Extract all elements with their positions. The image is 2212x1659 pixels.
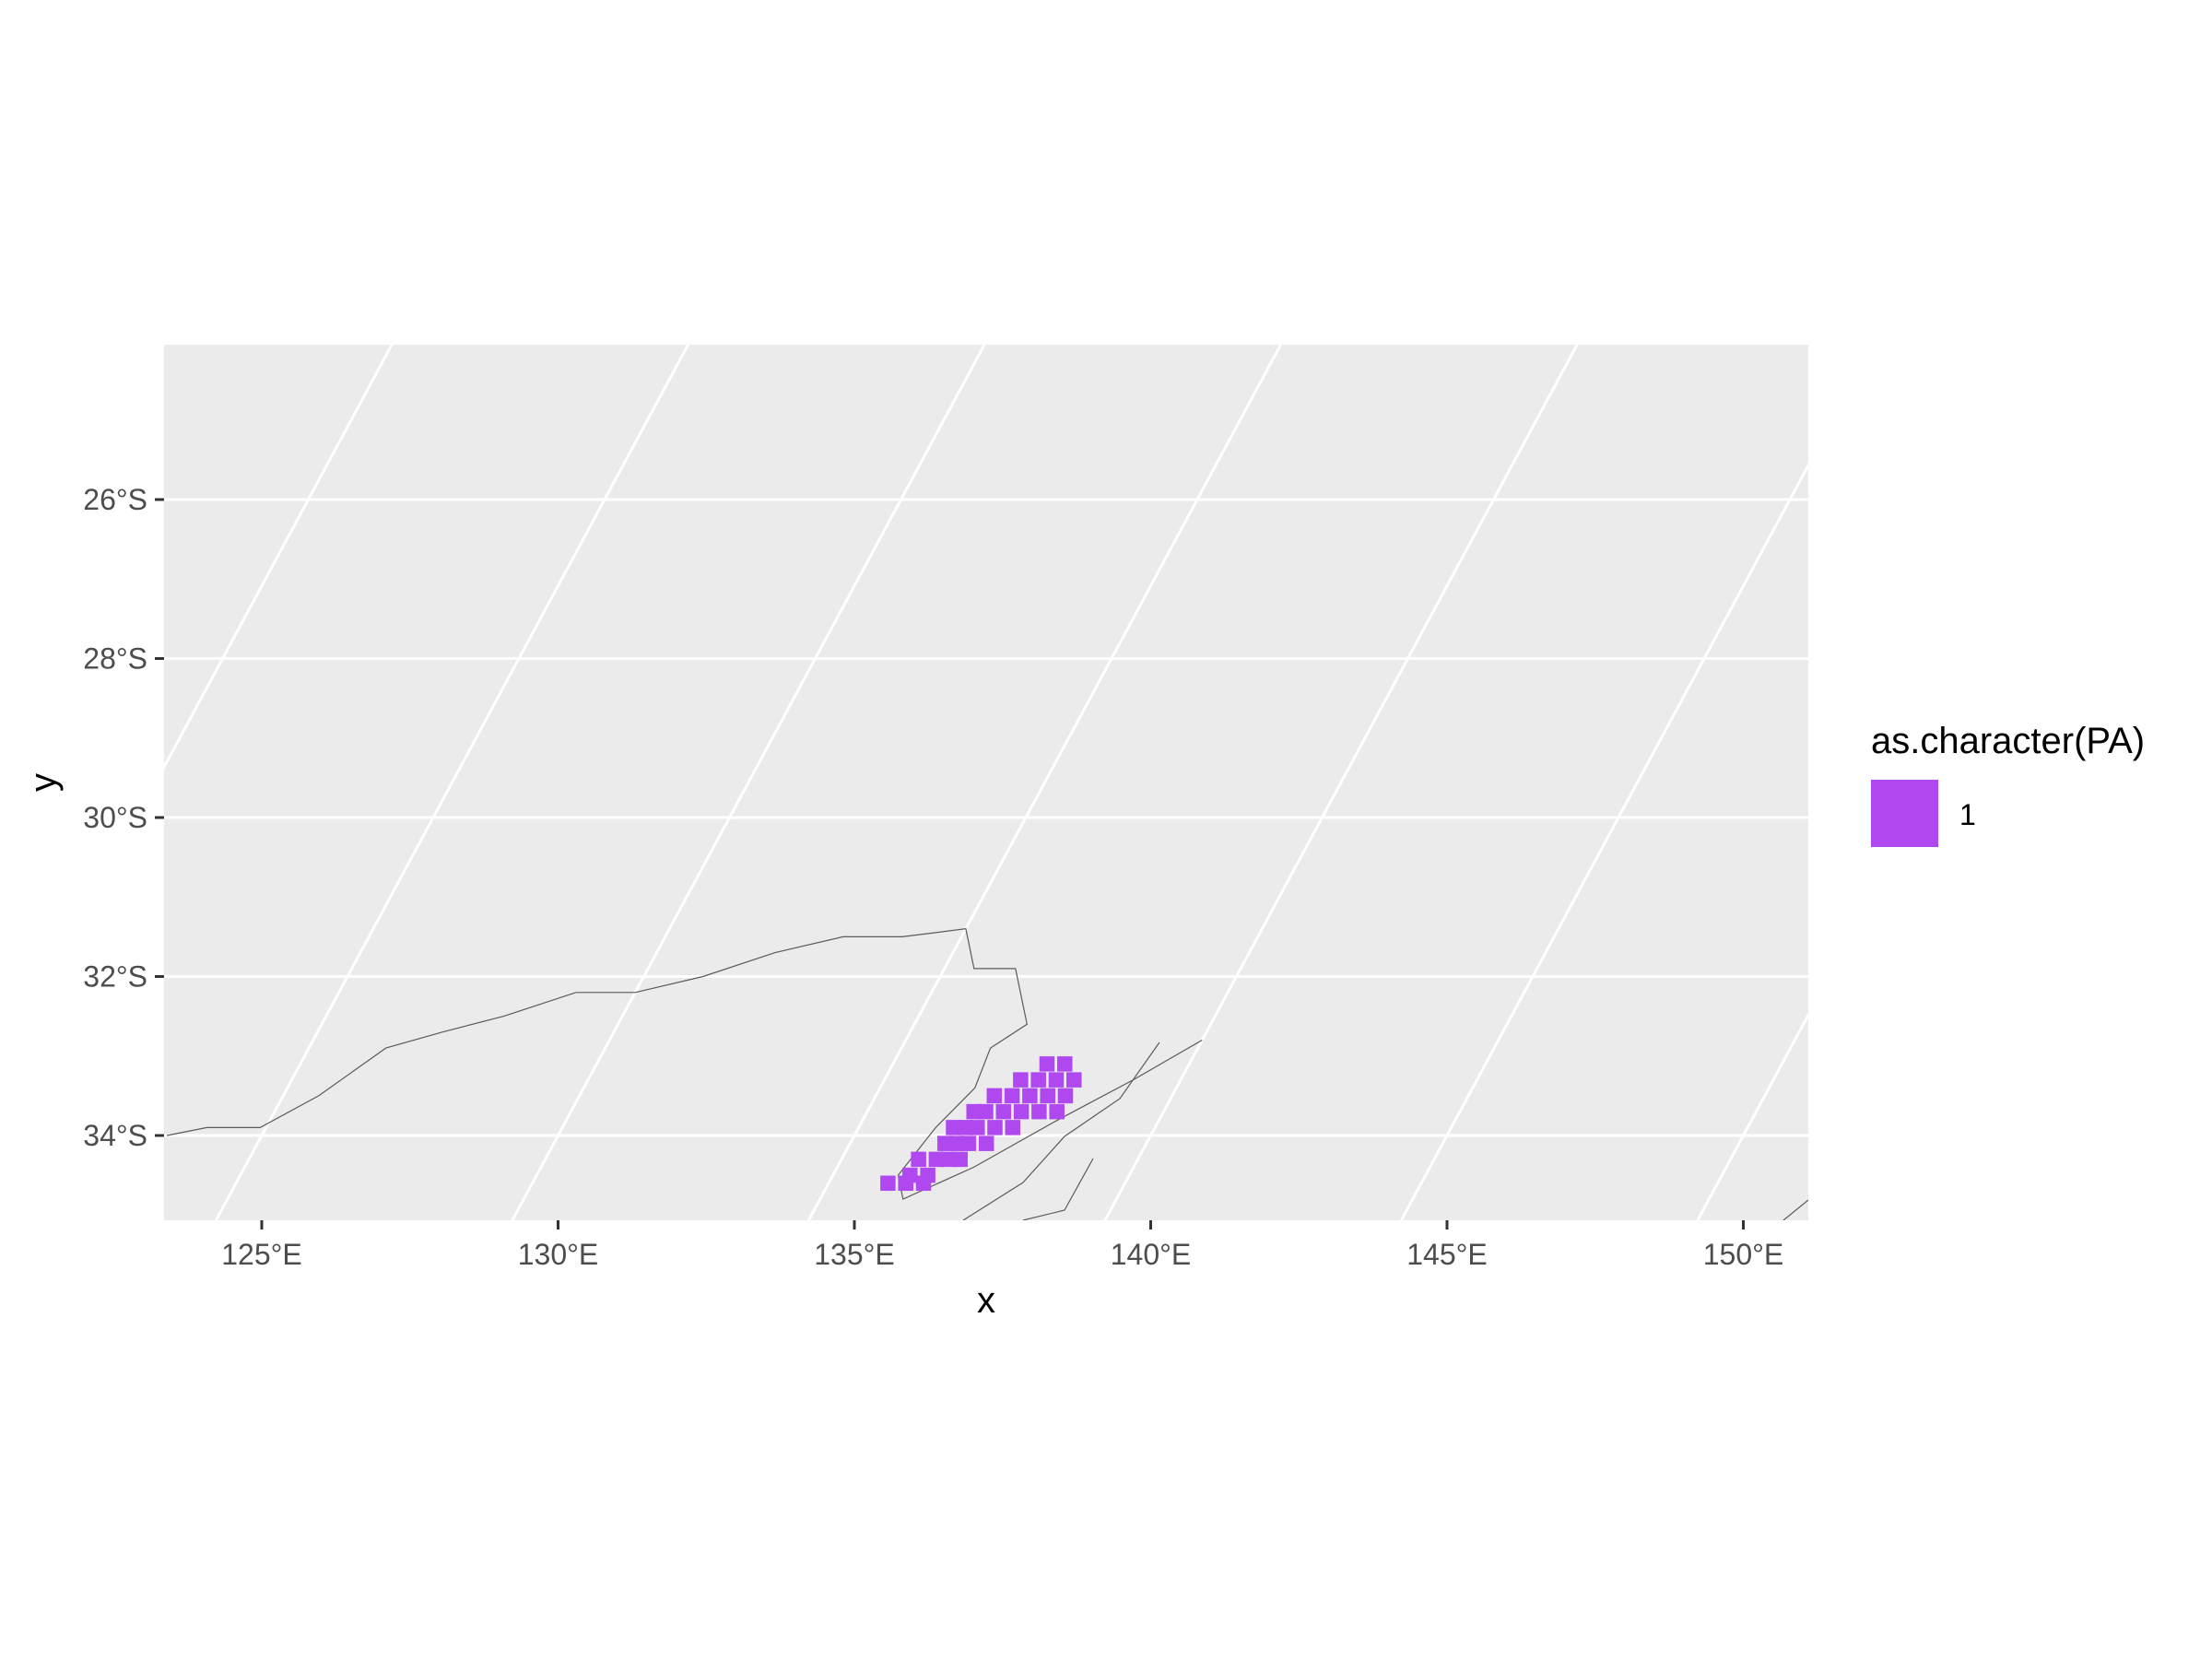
y-tick-label: 30°S (83, 801, 147, 834)
y-tick-label: 32°S (83, 960, 147, 994)
meridian-gridline (1399, 462, 1808, 1220)
presence-cell (986, 1088, 1003, 1104)
presence-cell (1013, 1072, 1029, 1088)
presence-cell (952, 1151, 968, 1168)
presence-cell (1048, 1072, 1065, 1088)
x-axis-title: x (977, 1280, 995, 1321)
meridian-gridline (806, 345, 1283, 1220)
presence-cell (978, 1135, 994, 1151)
presence-cell (1005, 1120, 1021, 1135)
presence-cell (960, 1135, 977, 1151)
x-tick-label: 140°E (1111, 1238, 1192, 1271)
presence-cell (898, 1175, 913, 1192)
presence-cell (1013, 1103, 1030, 1120)
presence-cell (1039, 1056, 1055, 1072)
coastline-layer (166, 928, 1808, 1220)
meridian-gridline (164, 345, 394, 771)
legend-title: as.character(PA) (1871, 721, 2145, 761)
y-axis: 26°S 28°S 30°S 32°S 34°S (83, 483, 164, 1152)
y-axis-title: y (23, 773, 64, 792)
presence-cell (1040, 1088, 1055, 1104)
meridian-gridline (1954, 261, 2212, 1294)
peninsula-outline (962, 1041, 1160, 1220)
presence-cell (915, 1175, 932, 1192)
coastline (166, 928, 1203, 1200)
presence-cell (1004, 1088, 1020, 1104)
presence-cell (978, 1103, 994, 1120)
meridian-gridline (511, 345, 986, 1220)
presence-cell (1049, 1103, 1065, 1120)
legend-entry-label: 1 (1959, 798, 1976, 831)
x-tick-label: 125°E (221, 1238, 302, 1271)
presence-cell (1031, 1103, 1047, 1120)
presence-cell (1022, 1088, 1038, 1104)
presence-cell (1030, 1072, 1046, 1088)
presence-cell (911, 1151, 926, 1168)
x-axis: 125°E 130°E 135°E 140°E 145°E 150°E (221, 1220, 1783, 1271)
y-tick-label: 34°S (83, 1119, 147, 1152)
y-tick-label: 26°S (83, 483, 147, 516)
meridian-gridline (1103, 345, 1579, 1220)
x-tick-label: 145°E (1406, 1238, 1488, 1271)
island-outline (1022, 1158, 1094, 1220)
presence-cell (1057, 1056, 1073, 1072)
presence-cell (1066, 1072, 1082, 1088)
x-tick-label: 130°E (518, 1238, 599, 1271)
legend-key (1871, 780, 1938, 847)
x-tick-label: 135°E (814, 1238, 895, 1271)
presence-cell (880, 1175, 896, 1192)
presence-cell (1057, 1088, 1074, 1104)
x-tick-label: 150°E (1703, 1238, 1784, 1271)
presence-cell (995, 1103, 1012, 1120)
presence-cell (970, 1120, 985, 1135)
legend: as.character(PA) 1 (1871, 721, 2145, 847)
panel-background (164, 345, 1808, 1220)
presence-cell (987, 1120, 1003, 1135)
presence-raster (880, 1056, 1082, 1192)
y-tick-label: 28°S (83, 642, 147, 676)
meridian-gridline (1696, 1012, 1808, 1220)
east-coast-fragment (1783, 1199, 1808, 1220)
